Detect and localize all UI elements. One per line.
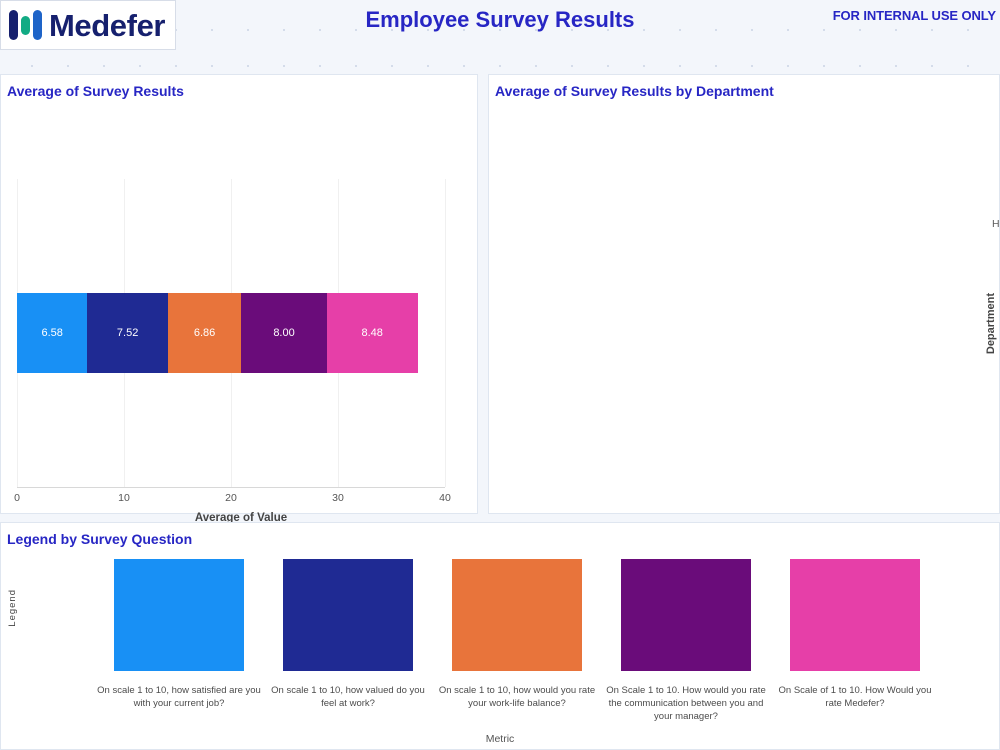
stacked-bar-row[interactable]: 6.58 7.52 6.86 8.00 8.48: [17, 293, 418, 373]
medefer-logo-icon: [9, 10, 42, 40]
overall-results-plot[interactable]: 6.58 7.52 6.86 8.00 8.48 0 10 20 30 40 Average of …: [9, 175, 473, 535]
bar-segment[interactable]: 7.52: [87, 293, 168, 373]
department-results-card[interactable]: Average of Survey Results by Department …: [488, 74, 1000, 514]
bar-segment[interactable]: 8.48: [326, 293, 418, 373]
legend-color-swatch[interactable]: [621, 559, 751, 671]
legend-item[interactable]: On scale 1 to 10, how valued do you feel…: [271, 559, 425, 711]
legend-item[interactable]: On Scale of 1 to 10. How Would you rate …: [779, 559, 931, 711]
overall-results-title: Average of Survey Results: [7, 83, 184, 99]
legend-item[interactable]: On scale 1 to 10, how would you rate you…: [439, 559, 595, 711]
gridline: [445, 179, 446, 487]
legend-title: Legend by Survey Question: [7, 531, 193, 547]
legend-color-swatch[interactable]: [283, 559, 413, 671]
category-label: Design: [985, 434, 1000, 446]
legend-swatch-row: On scale 1 to 10, how satisfied are you …: [1, 553, 1000, 750]
dashboard-header: Medefer Employee Survey Results FOR INTE…: [0, 0, 1000, 62]
category-label: Sales: [985, 187, 1000, 199]
category-label: Marketing: [985, 280, 1000, 292]
bar-segment[interactable]: 6.86: [167, 293, 242, 373]
legend-item[interactable]: On scale 1 to 10, how satisfied are you …: [97, 559, 261, 711]
x-axis-tick-label: 0: [14, 492, 20, 504]
category-label: IT: [985, 249, 1000, 261]
bar-segment[interactable]: 8.00: [241, 293, 327, 373]
bar-segment[interactable]: 6.58: [17, 293, 88, 373]
legend-question-label: On Scale of 1 to 10. How Would you rate …: [778, 685, 932, 709]
department-results-title: Average of Survey Results by Department: [495, 83, 774, 99]
legend-card[interactable]: Legend by Survey Question Legend On scal…: [0, 522, 1000, 750]
page-title: Employee Survey Results: [365, 7, 635, 32]
y-axis-title: Department: [985, 293, 997, 355]
x-axis-title: Average of Value: [194, 512, 288, 524]
legend-question-label: On scale 1 to 10, how satisfied are you …: [97, 685, 261, 709]
x-axis-tick-label: 40: [439, 492, 451, 504]
category-label: Accounting: [985, 465, 1000, 477]
legend-x-axis-title: Metric: [485, 733, 515, 745]
x-axis-tick-label: 10: [118, 492, 130, 504]
legend-color-swatch[interactable]: [114, 559, 244, 671]
legend-question-label: On scale 1 to 10, how valued do you feel…: [271, 685, 425, 709]
internal-use-notice: FOR INTERNAL USE ONLY: [832, 8, 996, 23]
legend-question-label: On Scale 1 to 10. How would you rate the…: [606, 685, 766, 722]
legend-question-label: On scale 1 to 10, how would you rate you…: [438, 685, 596, 709]
legend-color-swatch[interactable]: [452, 559, 582, 671]
x-axis-tick-label: 30: [332, 492, 344, 504]
legend-item[interactable]: On Scale 1 to 10. How would you rate the…: [606, 559, 766, 723]
x-axis-tick-label: 20: [225, 492, 237, 504]
overall-results-card[interactable]: Average of Survey Results 6.58 7.52 6.86 8.…: [0, 74, 478, 524]
logo-wordmark: Medefer: [49, 7, 166, 43]
department-results-plot[interactable]: Sales7.407.608.008.408.80Human Resources…: [985, 175, 1000, 535]
category-label: Finance: [985, 372, 1000, 384]
category-label: Human Resources: [992, 218, 1000, 231]
legend-color-swatch[interactable]: [790, 559, 920, 671]
category-label: Misc: [985, 403, 1000, 415]
x-axis-line: [17, 487, 445, 488]
company-logo: Medefer: [0, 0, 176, 50]
